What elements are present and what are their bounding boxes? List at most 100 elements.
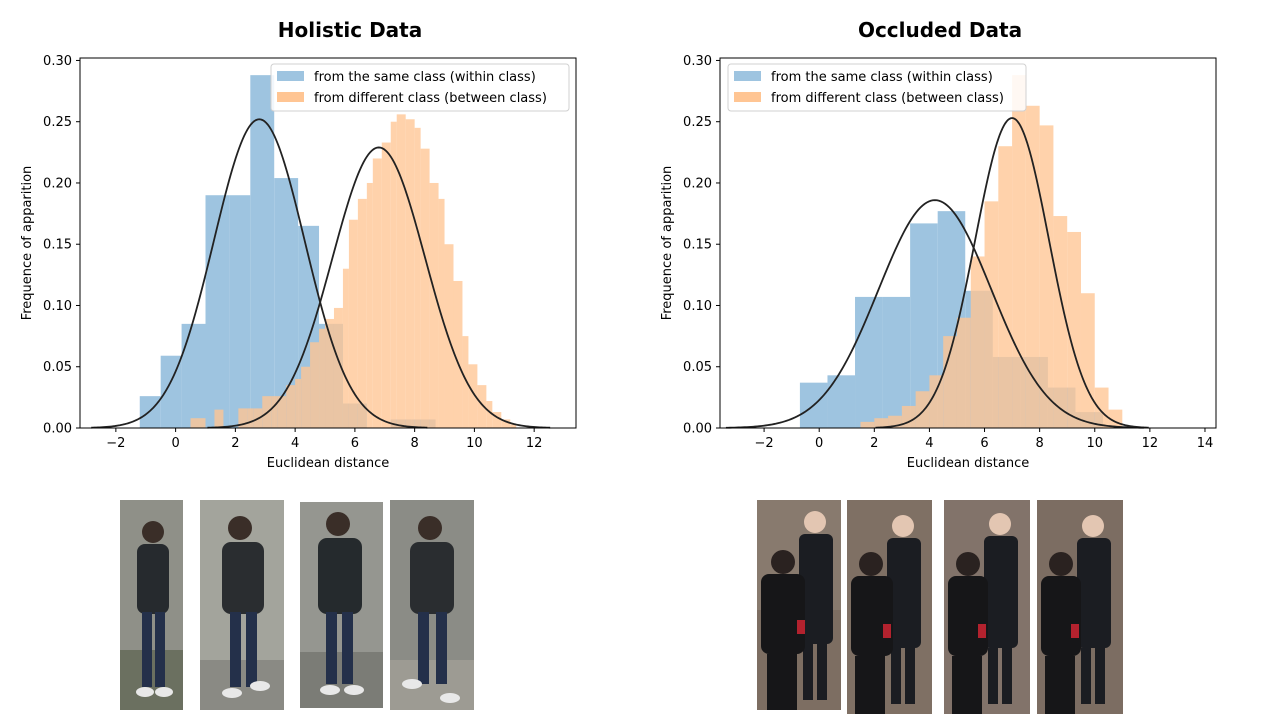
histogram-bar bbox=[1080, 293, 1095, 428]
histogram-bar bbox=[333, 307, 343, 428]
y-tick-label: 0.00 bbox=[683, 422, 712, 437]
x-tick-label: 6 bbox=[351, 436, 359, 451]
histogram-bar bbox=[301, 366, 311, 428]
y-axis-ticks: 0.00 0.05 0.10 0.15 0.20 0.25 0.30 bbox=[683, 54, 720, 437]
histogram-bar bbox=[429, 182, 439, 428]
x-tick-label: 12 bbox=[1142, 436, 1159, 451]
histogram-bar bbox=[325, 318, 334, 428]
y-tick-label: 0.00 bbox=[43, 422, 72, 437]
x-tick-label: 10 bbox=[466, 436, 483, 451]
histogram-bar bbox=[468, 364, 478, 428]
legend-swatch bbox=[734, 92, 761, 102]
y-tick-label: 0.05 bbox=[683, 360, 712, 375]
person-image bbox=[200, 500, 284, 710]
histogram-bar bbox=[1039, 125, 1054, 429]
histogram-bar bbox=[462, 336, 469, 428]
between-class-bars bbox=[190, 114, 517, 429]
histogram-bar bbox=[342, 268, 349, 428]
fit-curve-line bbox=[875, 117, 1149, 429]
person-image bbox=[1037, 500, 1123, 714]
histogram-bar bbox=[1012, 75, 1026, 429]
y-tick-label: 0.25 bbox=[43, 115, 72, 130]
x-tick-label: 0 bbox=[171, 436, 179, 451]
holistic-person-photo-3 bbox=[300, 502, 383, 708]
x-tick-label: −2 bbox=[755, 436, 774, 451]
holistic-person-photo-1 bbox=[120, 500, 183, 710]
histogram-bar bbox=[827, 375, 856, 428]
fit-curve-line bbox=[207, 146, 551, 429]
legend-label: from the same class (within class) bbox=[314, 70, 536, 85]
x-tick-label: 0 bbox=[815, 436, 823, 451]
occluded-person-photo-2 bbox=[847, 500, 932, 714]
histogram-bar bbox=[271, 396, 278, 428]
x-axis-label: Euclidean distance bbox=[907, 456, 1030, 471]
histogram-bar bbox=[160, 355, 182, 428]
histogram-bar bbox=[855, 296, 883, 428]
histogram-bar bbox=[190, 418, 200, 428]
histogram-bar bbox=[286, 385, 296, 428]
histogram-bar bbox=[901, 405, 916, 428]
histogram-bar bbox=[199, 418, 206, 428]
histogram-bar bbox=[414, 127, 421, 428]
histogram-bar bbox=[956, 317, 971, 428]
legend-label: from different class (between class) bbox=[314, 91, 547, 106]
occluded-person-photo-1 bbox=[757, 500, 841, 710]
histogram-bar bbox=[874, 418, 889, 428]
fit-curve-line bbox=[725, 199, 1144, 429]
occluded-histogram-chart: Occluded Data −2 0 2 4 6 8 10 12 14 0.00 0.05 0.10… bbox=[660, 18, 1217, 471]
plot-frame bbox=[79, 57, 577, 429]
histogram-bar bbox=[970, 256, 985, 428]
x-tick-label: 4 bbox=[291, 436, 299, 451]
histogram-bar bbox=[366, 182, 373, 428]
y-tick-label: 0.30 bbox=[683, 54, 712, 69]
histogram-bar bbox=[390, 121, 397, 428]
x-tick-label: 6 bbox=[980, 436, 988, 451]
x-tick-label: 2 bbox=[870, 436, 878, 451]
chart-title: Occluded Data bbox=[858, 18, 1022, 42]
chart-legend: from the same class (within class) from d… bbox=[727, 63, 1027, 112]
plot-frame bbox=[719, 57, 1217, 429]
legend-swatch bbox=[277, 71, 304, 81]
holistic-person-photo-4 bbox=[390, 500, 474, 710]
y-tick-label: 0.10 bbox=[683, 299, 712, 314]
histogram-bar bbox=[405, 119, 415, 429]
legend-label: from different class (between class) bbox=[771, 91, 1004, 106]
y-tick-label: 0.20 bbox=[683, 176, 712, 191]
histogram-bar bbox=[250, 75, 275, 429]
x-axis-ticks: −2 0 2 4 6 8 10 12 14 bbox=[755, 428, 1214, 451]
histogram-bar bbox=[214, 409, 224, 428]
histogram-bar bbox=[1025, 105, 1040, 428]
occluded-person-photo-3 bbox=[944, 500, 1030, 714]
histogram-bar bbox=[348, 219, 358, 428]
histogram-bar bbox=[477, 385, 487, 428]
histogram-bar bbox=[929, 375, 944, 428]
histogram-bar bbox=[453, 280, 463, 428]
y-tick-label: 0.15 bbox=[683, 238, 712, 253]
histogram-bar bbox=[310, 342, 320, 428]
histogram-bar bbox=[444, 244, 454, 428]
histogram-bar bbox=[372, 158, 382, 429]
x-tick-label: 2 bbox=[231, 436, 239, 451]
y-tick-label: 0.15 bbox=[43, 238, 72, 253]
person-image bbox=[120, 500, 183, 710]
person-image bbox=[944, 500, 1030, 714]
chart-legend: from the same class (within class) from d… bbox=[270, 63, 570, 112]
fit-curve-line bbox=[91, 118, 428, 429]
x-tick-label: 14 bbox=[1197, 436, 1214, 451]
histogram-bar bbox=[420, 148, 430, 429]
x-axis-ticks: −2 0 2 4 6 8 10 12 bbox=[106, 428, 542, 451]
histogram-bar bbox=[238, 408, 248, 428]
y-tick-label: 0.30 bbox=[43, 54, 72, 69]
x-tick-label: 10 bbox=[1086, 436, 1103, 451]
x-axis-label: Euclidean distance bbox=[267, 456, 390, 471]
between-class-bars bbox=[860, 75, 1123, 429]
histogram-bar bbox=[984, 201, 999, 428]
y-tick-label: 0.25 bbox=[683, 115, 712, 130]
histogram-bar bbox=[396, 114, 406, 429]
histogram-bar bbox=[510, 424, 517, 428]
occluded-person-photo-4 bbox=[1037, 500, 1123, 714]
y-axis-label: Frequence of apparition bbox=[660, 166, 675, 321]
y-tick-label: 0.10 bbox=[43, 299, 72, 314]
histogram-bar bbox=[181, 323, 206, 428]
x-tick-label: −2 bbox=[106, 436, 125, 451]
